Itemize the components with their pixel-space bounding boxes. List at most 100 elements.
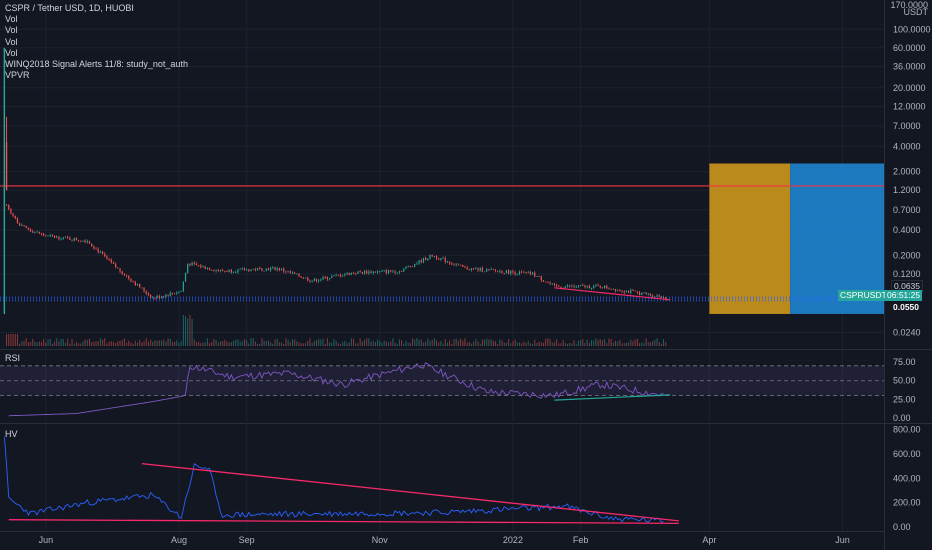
volume-bar bbox=[464, 338, 466, 346]
volume-bar bbox=[217, 342, 219, 346]
candle-body bbox=[464, 266, 466, 268]
candle-body bbox=[588, 285, 590, 289]
candle-body bbox=[252, 269, 254, 270]
time-axis-label: Aug bbox=[171, 535, 187, 545]
candle-body bbox=[10, 209, 12, 214]
volume-bar bbox=[289, 342, 291, 346]
candle-body bbox=[224, 271, 226, 272]
candle-body bbox=[573, 285, 575, 287]
candle-body bbox=[503, 273, 505, 274]
candle-body bbox=[398, 271, 401, 273]
volume-bar bbox=[455, 338, 457, 346]
volume-bar bbox=[248, 343, 250, 346]
candle-body bbox=[77, 240, 80, 242]
candle-body bbox=[283, 268, 285, 272]
volume-bar bbox=[263, 340, 265, 346]
take-profit-zone bbox=[790, 163, 884, 314]
candle-body bbox=[193, 262, 195, 264]
candle-body bbox=[569, 285, 571, 287]
indicator-signal-alerts[interactable]: WINQ2018 Signal Alerts 11/8: study_not_a… bbox=[5, 59, 188, 70]
price-axis-tick: 0.0240 bbox=[893, 328, 921, 338]
candle-body bbox=[228, 269, 230, 272]
candle-body bbox=[518, 271, 521, 275]
candle-body bbox=[191, 262, 193, 266]
volume-bar bbox=[307, 340, 309, 346]
candle-body bbox=[265, 268, 267, 271]
volume-bar bbox=[141, 342, 143, 346]
volume-bar bbox=[508, 339, 510, 346]
candle-body bbox=[440, 258, 442, 260]
indicator-vol-1[interactable]: Vol bbox=[5, 14, 18, 25]
candle-body bbox=[638, 292, 641, 296]
price-axis-tick: 2.0000 bbox=[893, 167, 921, 177]
hv-panel-title[interactable]: HV bbox=[5, 429, 18, 439]
volume-bar bbox=[355, 343, 357, 346]
indicator-vol-2[interactable]: Vol bbox=[5, 25, 18, 36]
price-axis-tick: 0.2000 bbox=[893, 250, 921, 260]
candle-body bbox=[27, 227, 29, 230]
volume-bar bbox=[499, 339, 501, 346]
volume-bar bbox=[368, 338, 370, 346]
candle-body bbox=[411, 266, 414, 268]
candle-body bbox=[99, 251, 102, 253]
volume-bar bbox=[518, 342, 520, 346]
candle-body bbox=[80, 240, 82, 242]
volume-bar bbox=[285, 338, 287, 346]
volume-bar bbox=[547, 338, 549, 346]
volume-bar bbox=[394, 342, 396, 346]
volume-bar bbox=[239, 341, 241, 346]
volume-bar bbox=[429, 340, 431, 346]
volume-bar bbox=[195, 342, 197, 346]
candle-body bbox=[379, 270, 381, 272]
candle-body bbox=[82, 240, 84, 242]
volume-bar bbox=[340, 343, 342, 346]
candle-body bbox=[104, 253, 106, 257]
volume-bar bbox=[342, 342, 344, 346]
candle-body bbox=[254, 269, 256, 271]
indicator-vol-4[interactable]: Vol bbox=[5, 47, 18, 58]
volume-bar bbox=[311, 343, 313, 346]
volume-bar bbox=[318, 338, 320, 346]
candle-body bbox=[259, 268, 261, 269]
candle-body bbox=[654, 296, 656, 298]
indicator-vpvr[interactable]: VPVR bbox=[5, 70, 30, 81]
volume-bar bbox=[91, 342, 93, 346]
symbol-title[interactable]: CSPR / Tether USD, 1D, HUOBI bbox=[5, 3, 134, 13]
volume-bar bbox=[438, 342, 440, 346]
volume-bar bbox=[99, 338, 101, 346]
volume-bar bbox=[326, 338, 328, 346]
candle-body bbox=[359, 271, 361, 273]
volume-bar bbox=[588, 342, 590, 346]
candle-body bbox=[280, 268, 283, 271]
candle-body bbox=[525, 272, 527, 274]
candle-body bbox=[62, 237, 64, 240]
volume-bar bbox=[272, 343, 274, 346]
candle-body bbox=[19, 223, 21, 226]
volume-bar bbox=[93, 341, 95, 346]
volume-bar bbox=[446, 342, 448, 346]
volume-bar bbox=[134, 340, 136, 346]
candle-body bbox=[130, 278, 132, 282]
indicator-vol-3[interactable]: Vol bbox=[5, 36, 18, 47]
volume-bar bbox=[370, 341, 372, 346]
volume-bar bbox=[23, 340, 25, 346]
volume-bar bbox=[494, 341, 496, 346]
volume-bar bbox=[403, 343, 405, 346]
volume-bar bbox=[357, 343, 359, 346]
volume-bar bbox=[514, 339, 516, 346]
candle-body bbox=[584, 285, 586, 288]
rsi-axis-tick: 50.00 bbox=[893, 376, 916, 386]
candle-body bbox=[433, 256, 435, 257]
candle-body bbox=[608, 288, 610, 290]
candle-body bbox=[534, 272, 536, 277]
hv-axis-tick: 0.00 bbox=[893, 522, 911, 532]
volume-bar bbox=[632, 341, 634, 346]
volume-bar bbox=[641, 342, 643, 346]
volume-bar bbox=[126, 342, 128, 346]
candle-body bbox=[475, 268, 477, 270]
volume-bar bbox=[621, 343, 623, 346]
candle-body bbox=[425, 258, 427, 261]
candle-body bbox=[647, 293, 649, 295]
rsi-panel-title[interactable]: RSI bbox=[5, 353, 21, 363]
